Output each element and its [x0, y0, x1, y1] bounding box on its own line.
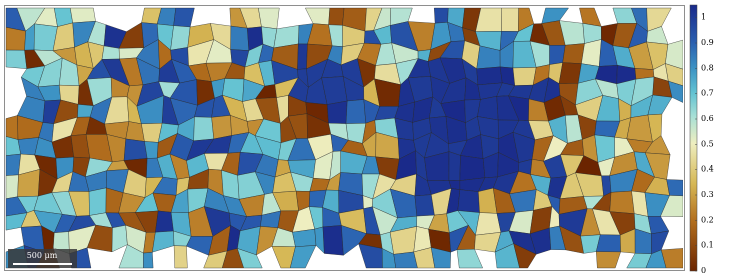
grain — [155, 210, 174, 233]
grain — [328, 7, 345, 26]
grain — [456, 248, 483, 269]
colorbar-tick-label: 0.9 — [701, 38, 714, 47]
grain — [5, 27, 26, 51]
grain — [297, 43, 308, 70]
grain — [237, 248, 263, 269]
grain — [476, 66, 503, 86]
colorbar-tick-label: 0.1 — [701, 241, 714, 250]
grain — [70, 7, 96, 24]
grain — [101, 45, 120, 60]
scale-bar: 500 μm — [8, 249, 77, 268]
grain — [558, 62, 582, 84]
grain — [513, 243, 537, 269]
colorbar-tick-label: 0.5 — [701, 139, 714, 148]
colorbar — [689, 4, 698, 272]
colorbar-tick-label: 1 — [701, 13, 706, 22]
grain — [457, 189, 480, 213]
grain — [661, 248, 683, 269]
colorbar-tick-label: 0.4 — [701, 165, 714, 174]
colorbar-tick-label: 0.2 — [701, 215, 714, 224]
grain — [665, 39, 683, 70]
grain — [501, 7, 519, 32]
grain — [459, 155, 486, 181]
grain — [430, 247, 451, 269]
scale-bar-line — [13, 263, 72, 265]
grain-layer — [5, 7, 683, 269]
grain — [596, 234, 621, 253]
grain — [562, 43, 585, 64]
colorbar-tick-label: 0.8 — [701, 63, 714, 72]
grain — [193, 116, 214, 142]
grain — [666, 179, 683, 197]
grain — [230, 25, 250, 51]
grain — [434, 7, 449, 24]
grain — [258, 7, 280, 30]
grain — [609, 190, 635, 214]
grain — [327, 100, 348, 124]
colorbar-tick-label: 0 — [701, 266, 706, 275]
grain — [477, 96, 499, 121]
grain — [123, 138, 148, 161]
grain — [448, 151, 461, 181]
colorbar-tick-label: 0.6 — [701, 114, 714, 123]
grain — [660, 195, 683, 217]
grain — [173, 245, 188, 269]
colorbar-tick-label: 0.3 — [701, 190, 714, 199]
grain — [5, 115, 19, 140]
grain — [581, 39, 602, 67]
grain — [5, 49, 27, 69]
scale-bar-label: 500 μm — [27, 251, 58, 260]
grain — [322, 225, 344, 256]
grain — [596, 251, 621, 269]
grain — [345, 99, 367, 124]
grain — [393, 251, 418, 269]
grain — [665, 63, 683, 86]
grain — [292, 228, 317, 247]
grain — [5, 153, 21, 176]
grain — [143, 252, 154, 269]
grain — [289, 245, 317, 269]
colorbar-tick-label: 0.7 — [701, 89, 714, 98]
grain — [170, 25, 191, 51]
grain — [88, 187, 107, 216]
grain — [414, 194, 435, 217]
grain — [211, 115, 232, 140]
grain — [475, 212, 502, 236]
grain — [512, 67, 537, 86]
grain — [5, 174, 19, 199]
